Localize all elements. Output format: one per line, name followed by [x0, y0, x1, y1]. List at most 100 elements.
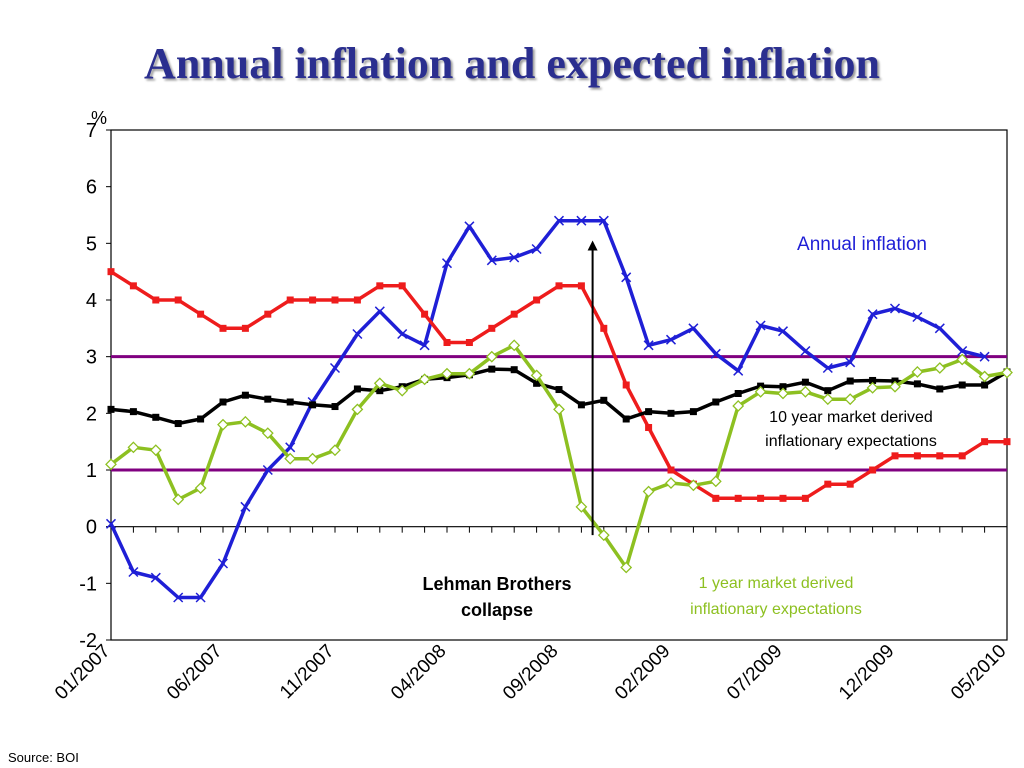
data-point — [913, 452, 921, 460]
data-point — [172, 493, 185, 506]
data-point — [979, 351, 990, 362]
reference-lines — [111, 355, 1007, 472]
data-point — [689, 408, 697, 416]
data-point — [533, 379, 541, 387]
data-point — [755, 320, 766, 331]
data-point — [913, 380, 921, 388]
data-point — [219, 324, 227, 332]
data-point — [441, 258, 453, 269]
data-point — [889, 380, 901, 393]
y-unit-label: % — [91, 108, 107, 128]
data-point — [891, 452, 899, 460]
data-point — [152, 413, 160, 421]
data-point — [667, 466, 675, 474]
data-point — [801, 494, 809, 502]
data-point — [418, 373, 431, 386]
series-4 — [105, 339, 1013, 574]
data-point — [777, 326, 789, 337]
data-point — [241, 391, 249, 399]
data-point — [105, 518, 117, 529]
data-point — [553, 215, 565, 226]
data-point — [152, 296, 160, 304]
data-point — [822, 362, 833, 374]
data-point — [309, 401, 317, 409]
data-point — [845, 357, 856, 368]
data-point — [665, 334, 677, 345]
data-point — [800, 345, 811, 357]
data-point — [107, 268, 115, 276]
data-point — [463, 367, 476, 380]
data-point — [801, 378, 809, 386]
data-point — [127, 441, 140, 454]
data-point — [622, 415, 630, 423]
data-point — [777, 387, 789, 400]
data-point — [264, 310, 272, 318]
data-point — [978, 370, 991, 383]
x-tick-label: 09/2008 — [499, 641, 562, 704]
y-tick-label: 1 — [86, 460, 97, 482]
data-point — [241, 324, 249, 332]
data-point — [665, 477, 677, 489]
data-point — [866, 381, 879, 394]
data-point — [129, 282, 137, 290]
data-point — [286, 398, 294, 406]
data-point — [376, 282, 384, 290]
data-point — [621, 272, 632, 283]
data-point — [353, 296, 361, 304]
data-point — [240, 501, 251, 512]
data-point — [441, 367, 453, 380]
data-point — [869, 376, 877, 384]
data-point — [981, 438, 989, 446]
data-point — [510, 310, 518, 318]
y-tick-label: -2 — [79, 630, 97, 652]
data-point — [687, 479, 700, 492]
data-point — [754, 385, 767, 398]
data-point — [421, 310, 429, 318]
data-point — [107, 405, 115, 413]
data-point — [869, 466, 877, 474]
source-note: Source: BOI — [8, 750, 79, 765]
series-layer — [105, 215, 1013, 603]
data-point — [488, 365, 496, 373]
data-point — [1001, 366, 1013, 379]
data-point — [734, 494, 742, 502]
y-tick-label: 4 — [86, 290, 97, 312]
data-point — [600, 396, 608, 404]
data-point — [464, 221, 475, 232]
data-point — [197, 310, 205, 318]
data-point — [105, 458, 117, 471]
data-point — [553, 403, 565, 416]
data-point — [510, 366, 518, 374]
data-point — [936, 452, 944, 460]
data-point — [779, 383, 787, 391]
x-tick-label: 04/2008 — [387, 641, 450, 704]
series-1 — [105, 215, 990, 603]
data-point — [622, 381, 630, 389]
data-point — [374, 306, 385, 317]
data-point — [419, 340, 430, 351]
data-point — [824, 387, 832, 395]
data-point — [555, 386, 563, 394]
data-point — [912, 311, 923, 323]
data-point — [219, 398, 227, 406]
y-tick-label: 0 — [86, 517, 97, 539]
data-point — [688, 323, 699, 334]
data-point — [645, 408, 653, 416]
data-point — [262, 464, 273, 476]
x-tick-label: 12/2009 — [835, 641, 898, 704]
data-point — [757, 494, 765, 502]
data-point — [600, 324, 608, 332]
data-point — [956, 353, 969, 366]
data-point — [981, 381, 989, 389]
data-point — [239, 415, 252, 428]
data-point — [373, 377, 386, 390]
label-one-year-line2: inflationary expectations — [690, 601, 862, 618]
data-point — [397, 328, 408, 340]
label-ten-year-line2: inflationary expectations — [765, 433, 937, 450]
data-point — [958, 452, 966, 460]
data-point — [934, 323, 945, 334]
data-point — [911, 366, 924, 378]
data-point — [329, 362, 341, 374]
data-point — [732, 400, 745, 412]
